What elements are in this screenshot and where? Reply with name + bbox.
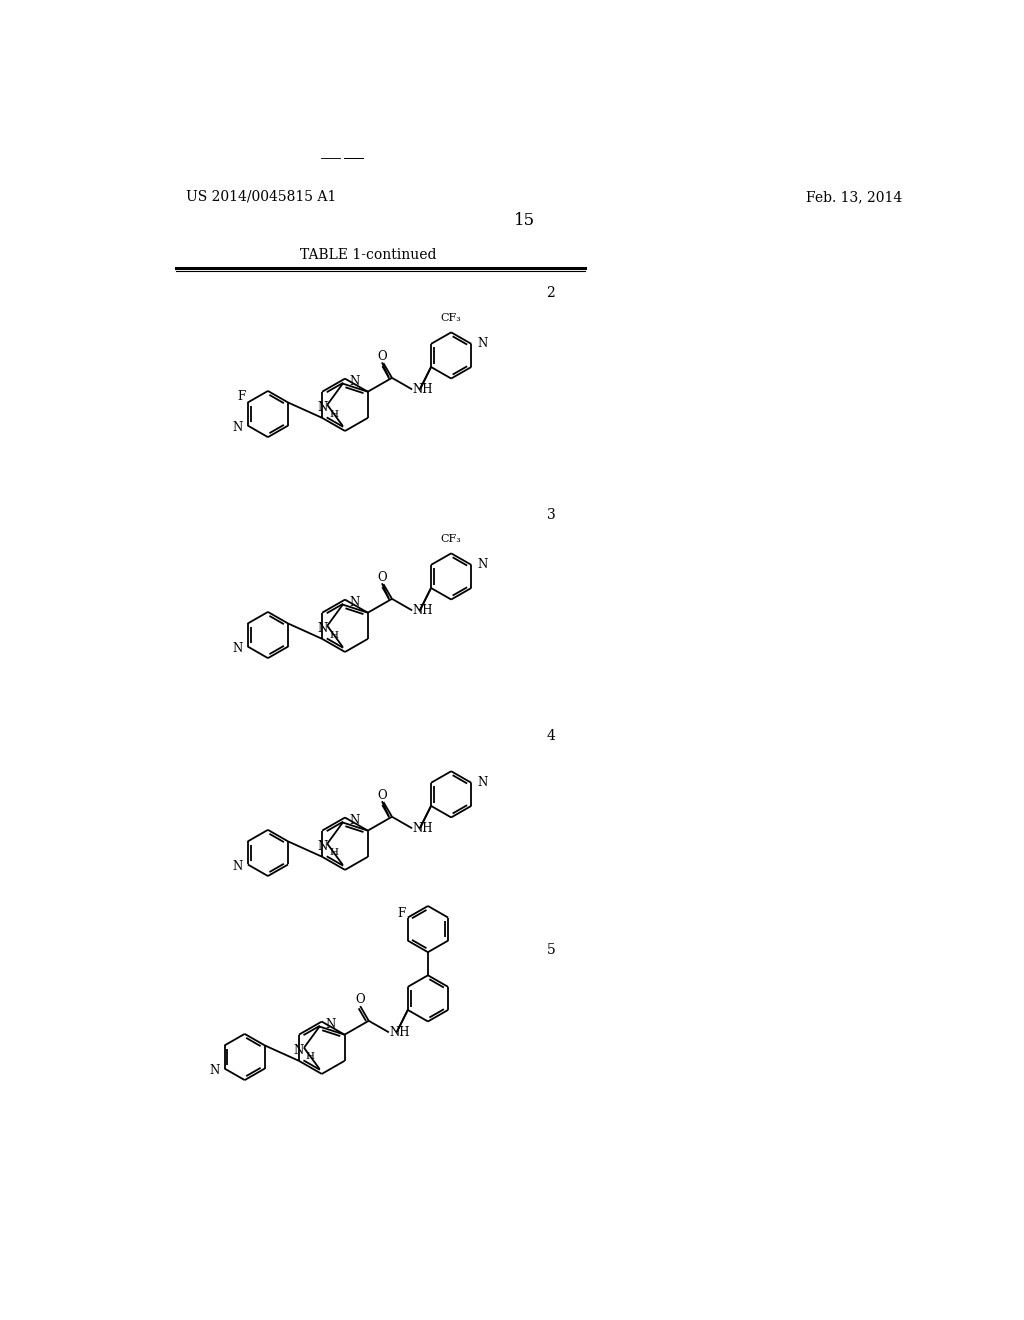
Text: Feb. 13, 2014: Feb. 13, 2014 <box>806 190 902 203</box>
Text: O: O <box>378 788 387 801</box>
Text: O: O <box>355 993 365 1006</box>
Text: N: N <box>232 859 243 873</box>
Text: N: N <box>349 595 359 609</box>
Text: NH: NH <box>413 383 433 396</box>
Text: 2: 2 <box>547 286 555 300</box>
Text: N: N <box>232 421 243 434</box>
Text: 5: 5 <box>547 942 555 957</box>
Text: O: O <box>378 350 387 363</box>
Text: 4: 4 <box>547 729 555 743</box>
Text: N: N <box>349 813 359 826</box>
Text: N: N <box>317 400 328 413</box>
Text: N: N <box>317 622 328 635</box>
Text: NH: NH <box>413 603 433 616</box>
Text: CF₃: CF₃ <box>440 313 462 323</box>
Text: 15: 15 <box>514 211 536 228</box>
Text: H: H <box>329 849 338 858</box>
Text: N: N <box>349 375 359 388</box>
Text: N: N <box>317 840 328 853</box>
Text: N: N <box>477 558 487 572</box>
Text: 3: 3 <box>547 508 555 521</box>
Text: N: N <box>326 1018 336 1031</box>
Text: N: N <box>294 1044 304 1056</box>
Text: N: N <box>232 642 243 655</box>
Text: H: H <box>329 409 338 418</box>
Text: N: N <box>477 776 487 789</box>
Text: F: F <box>397 907 406 920</box>
Text: CF₃: CF₃ <box>440 535 462 544</box>
Text: N: N <box>210 1064 220 1077</box>
Text: O: O <box>378 570 387 583</box>
Text: TABLE 1-continued: TABLE 1-continued <box>300 248 436 263</box>
Text: H: H <box>306 1052 314 1061</box>
Text: H: H <box>329 631 338 639</box>
Text: F: F <box>238 389 246 403</box>
Text: NH: NH <box>413 822 433 834</box>
Text: US 2014/0045815 A1: US 2014/0045815 A1 <box>186 190 336 203</box>
Text: N: N <box>477 338 487 350</box>
Text: NH: NH <box>389 1026 410 1039</box>
